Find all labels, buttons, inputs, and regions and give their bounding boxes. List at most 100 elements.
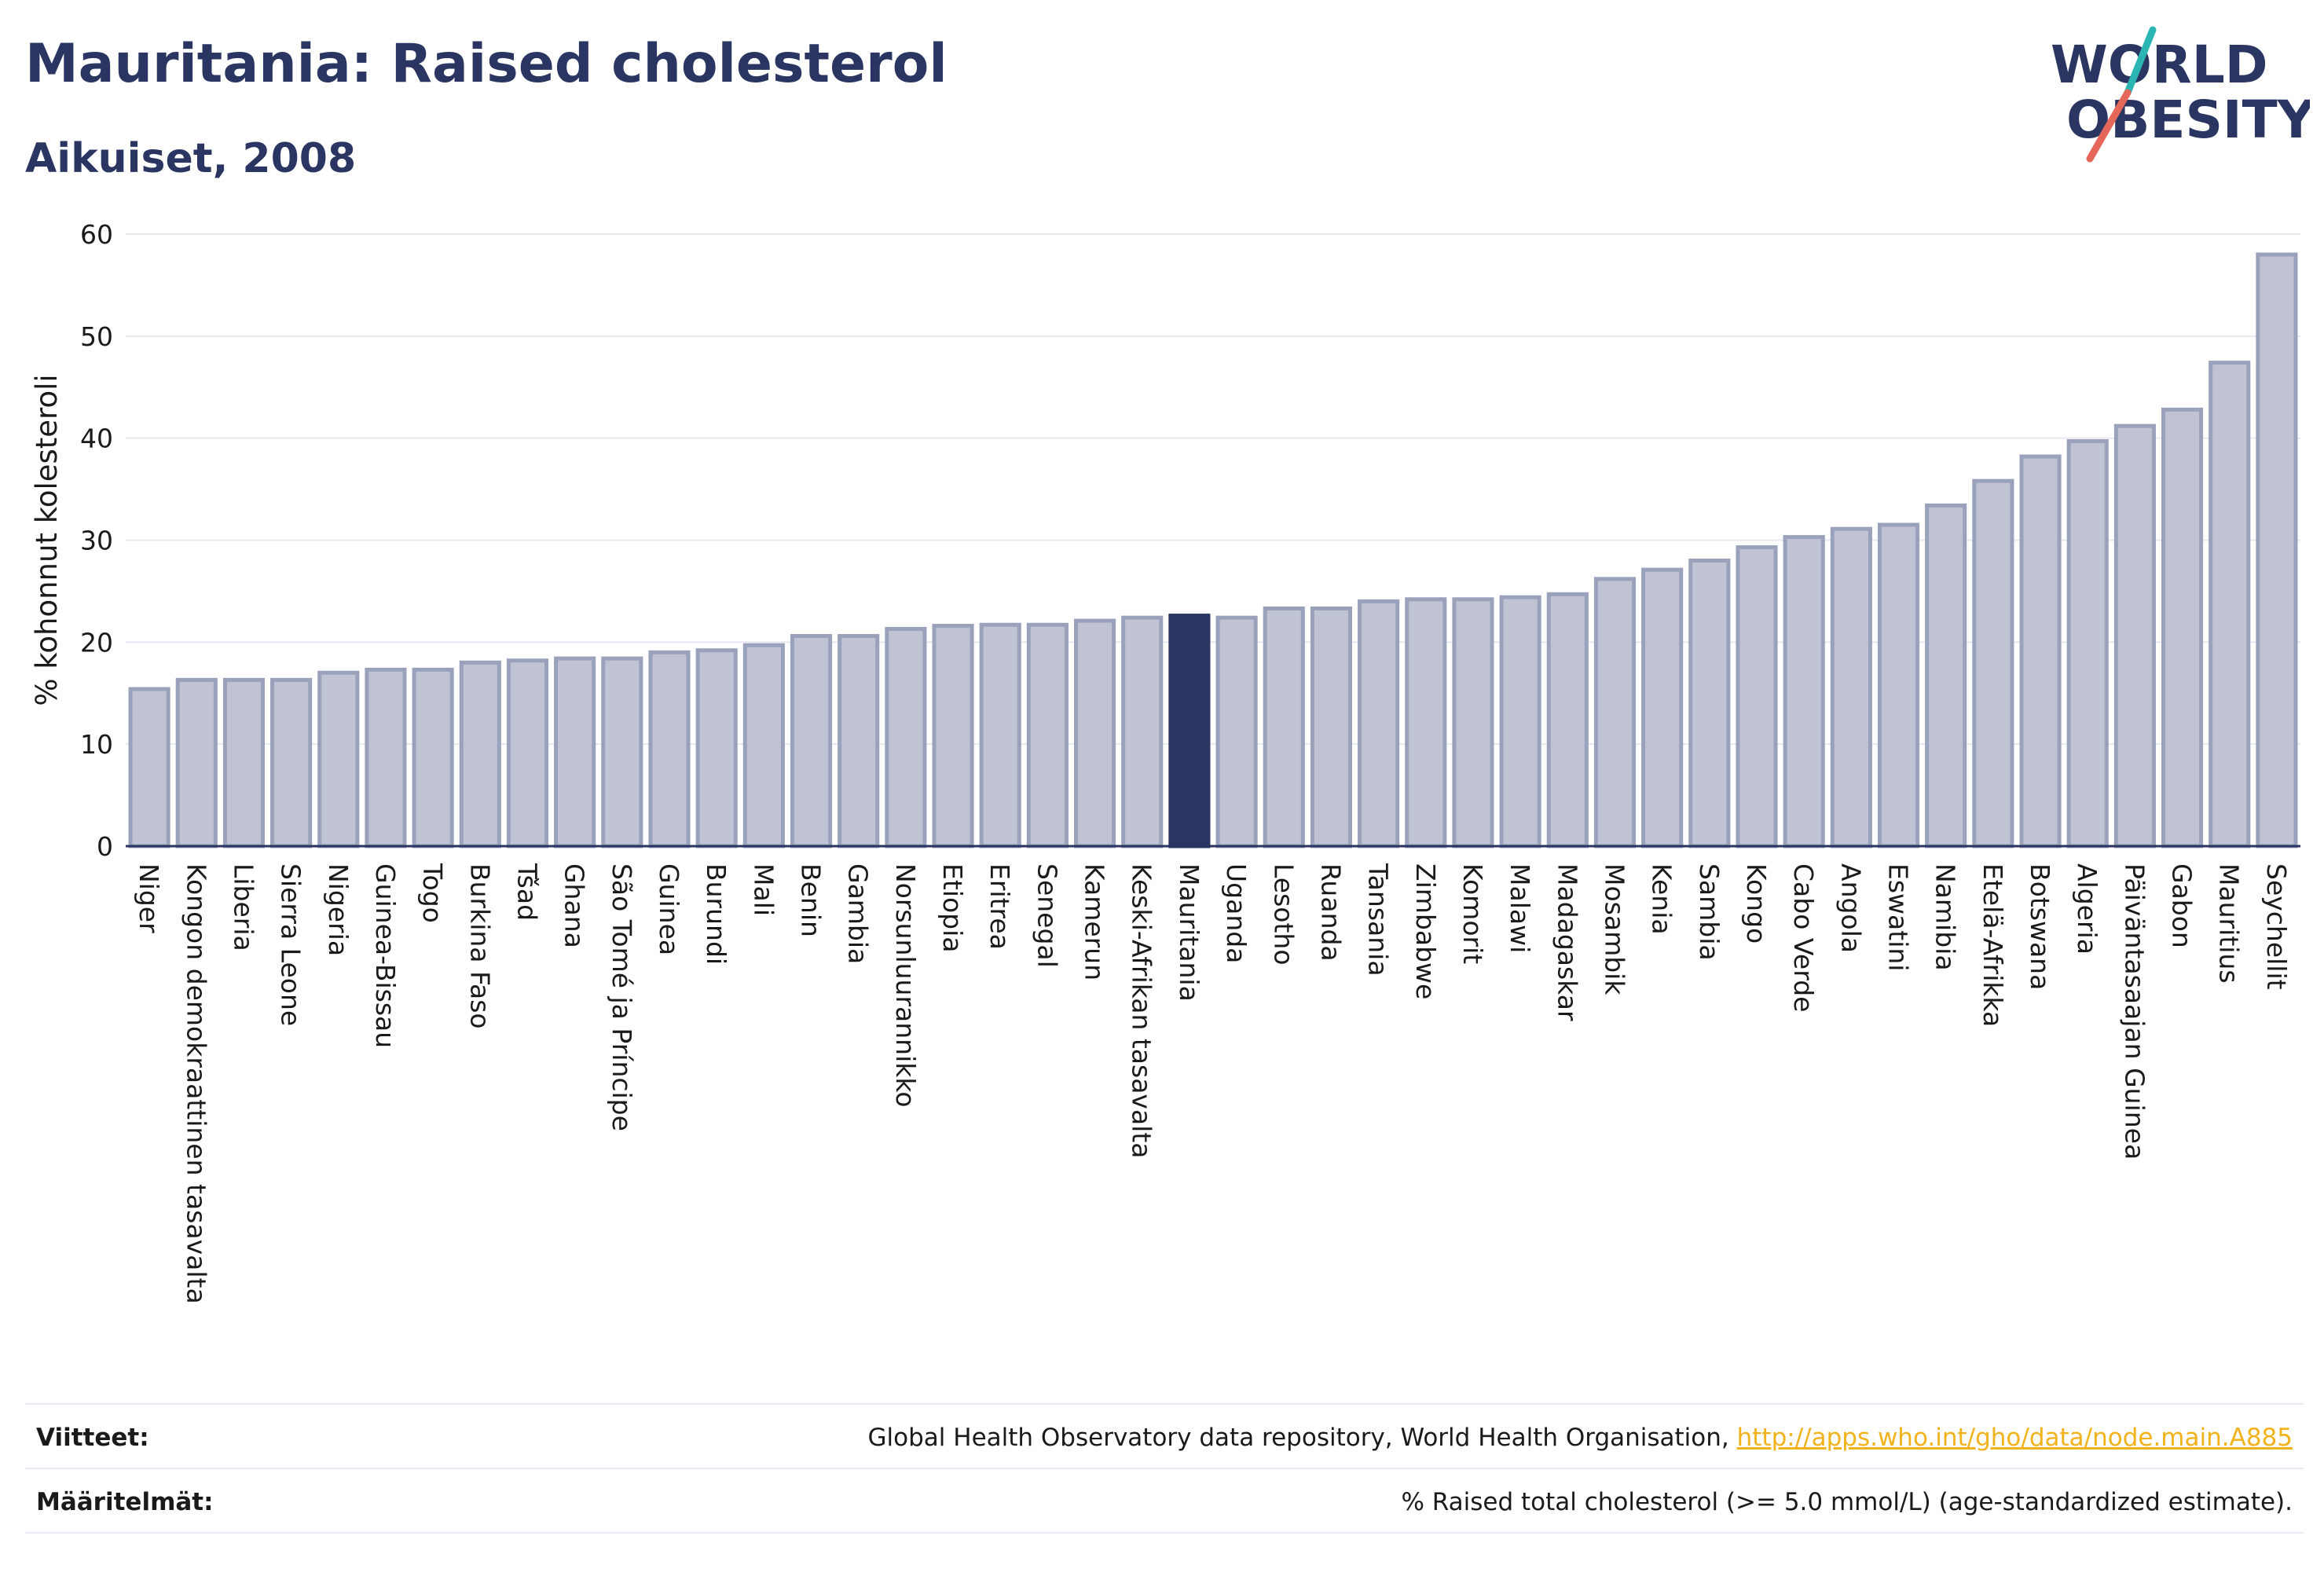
x-tick-label: Sierra Leone bbox=[276, 863, 306, 1026]
x-tick-label: Norsunluurannikko bbox=[890, 863, 921, 1108]
x-tick-label: Nigeria bbox=[323, 863, 354, 956]
x-axis-labels: Niger Kongon demokraattinen tasavalta Libe… bbox=[134, 863, 2292, 1304]
logo-text-line2: OBESITY bbox=[2066, 90, 2310, 150]
bar-mauritania bbox=[1168, 614, 1211, 848]
chart-subtitle: Aikuiset, 2008 bbox=[25, 135, 357, 182]
x-tick-label: Mauritius bbox=[2214, 863, 2245, 984]
bar-sierra-leone bbox=[270, 677, 313, 848]
x-tick-label: Mauritania bbox=[1174, 863, 1204, 1002]
bar-kongon-demokraattinen-tasavalta bbox=[175, 677, 218, 848]
x-tick-label: Uganda bbox=[1221, 863, 1252, 963]
footer-rule-top bbox=[25, 1403, 2304, 1405]
x-tick-label: Cabo Verde bbox=[1788, 863, 1819, 1012]
bar-togo bbox=[412, 667, 454, 848]
bar-s-o-tom-ja-pr-ncipe bbox=[601, 656, 643, 848]
x-tick-label: Tšad bbox=[511, 863, 542, 921]
bars bbox=[128, 252, 2298, 848]
x-tick-label: Benin bbox=[796, 863, 827, 937]
x-tick-label: Ghana bbox=[559, 863, 590, 948]
footer-rule-bottom bbox=[25, 1532, 2304, 1534]
y-tick-label: 50 bbox=[80, 321, 113, 352]
x-tick-label: Etelä-Afrikka bbox=[1978, 863, 2008, 1027]
logo-slash-teal bbox=[2124, 26, 2157, 97]
bar-kongo bbox=[1736, 545, 1778, 848]
x-tick-label: Kenia bbox=[1647, 863, 1677, 935]
bar-kamerun bbox=[1073, 618, 1116, 848]
bar-ruanda bbox=[1310, 606, 1353, 848]
y-tick-label: 30 bbox=[80, 526, 113, 556]
bar-gambia bbox=[838, 634, 880, 848]
bar-algeria bbox=[2066, 439, 2109, 848]
x-tick-label: Botswana bbox=[2025, 863, 2055, 990]
x-tick-label: Madagaskar bbox=[1552, 863, 1582, 1021]
bar-madagaskar bbox=[1546, 592, 1589, 848]
x-tick-label: Sambia bbox=[1694, 863, 1725, 961]
bar-sambia bbox=[1688, 558, 1731, 848]
y-axis-title: % kohonnut kolesteroli bbox=[30, 374, 64, 706]
x-tick-label: Guinea bbox=[654, 863, 684, 955]
x-tick-label: Tansania bbox=[1363, 863, 1394, 977]
x-tick-label: Burundi bbox=[701, 863, 731, 965]
x-tick-label: Kongon demokraattinen tasavalta bbox=[181, 863, 211, 1304]
bar-mosambik bbox=[1593, 577, 1637, 848]
bar-ghana bbox=[554, 656, 596, 848]
y-tick-label: 40 bbox=[80, 423, 113, 454]
bar-chart: 0 10 20 30 40 50 60 Niger Kongon demokraattinen… bbox=[30, 219, 2300, 1304]
x-tick-label: Zimbabwe bbox=[1410, 863, 1441, 999]
y-tick-label: 0 bbox=[97, 831, 113, 862]
chart-title: Mauritania: Raised cholesterol bbox=[25, 33, 948, 95]
y-tick-label: 10 bbox=[80, 729, 113, 760]
definitions-text: % Raised total cholesterol (>= 5.0 mmol/… bbox=[1401, 1488, 2293, 1516]
bar-etel-afrikka bbox=[1972, 478, 2014, 848]
bar-senegal bbox=[1026, 622, 1069, 848]
bar-t-ad bbox=[506, 658, 549, 848]
x-tick-label: Mosambik bbox=[1599, 863, 1629, 995]
x-tick-label: Niger bbox=[134, 863, 164, 933]
bar-guinea-bissau bbox=[365, 667, 407, 848]
bar-komorit bbox=[1452, 597, 1494, 848]
bar-tansania bbox=[1358, 599, 1400, 848]
x-tick-label: Eswatini bbox=[1883, 863, 1914, 971]
bar-liberia bbox=[222, 677, 266, 848]
definitions-label: Määritelmät: bbox=[36, 1488, 214, 1516]
y-tick-label: 60 bbox=[80, 219, 113, 250]
x-tick-label: Komorit bbox=[1457, 863, 1488, 964]
bar-nigeria bbox=[317, 670, 360, 848]
bar-angola bbox=[1830, 526, 1872, 848]
bar-mauritius bbox=[2209, 361, 2251, 848]
x-tick-label: Burkina Faso bbox=[464, 863, 495, 1029]
x-tick-label: Algeria bbox=[2072, 863, 2102, 955]
x-tick-label: Liberia bbox=[228, 863, 258, 951]
bar-eritrea bbox=[979, 622, 1021, 848]
bar-benin bbox=[790, 634, 833, 848]
x-tick-label: Angola bbox=[1835, 863, 1866, 953]
bar-kenia bbox=[1641, 567, 1684, 848]
bar-zimbabwe bbox=[1405, 597, 1447, 848]
bar-gabon bbox=[2161, 407, 2204, 848]
bar-keski-afrikan-tasavalta bbox=[1121, 615, 1164, 848]
sources-link[interactable]: http://apps.who.int/gho/data/node.main.A… bbox=[1736, 1424, 2293, 1452]
bar-mali bbox=[742, 643, 785, 848]
x-tick-label: Senegal bbox=[1032, 863, 1062, 968]
footer-definitions-row: Määritelmät: % Raised total cholesterol … bbox=[25, 1488, 2304, 1526]
x-tick-label: Togo bbox=[417, 863, 448, 923]
bar-niger bbox=[128, 687, 170, 848]
bar-uganda bbox=[1215, 615, 1258, 848]
bar-etiopia bbox=[932, 624, 974, 848]
x-tick-label: Kamerun bbox=[1080, 863, 1110, 980]
bar-guinea bbox=[648, 650, 691, 848]
x-tick-label: Etiopia bbox=[937, 863, 968, 953]
x-tick-label: Malawi bbox=[1505, 863, 1535, 953]
bar-malawi bbox=[1499, 595, 1541, 848]
logo-slash-red bbox=[2086, 89, 2132, 163]
bar-eswatini bbox=[1877, 522, 1920, 848]
bar-burundi bbox=[695, 648, 738, 848]
bar-seychellit bbox=[2256, 252, 2298, 848]
y-axis-ticks: 0 10 20 30 40 50 60 bbox=[80, 219, 113, 862]
x-tick-label: Mali bbox=[748, 863, 779, 916]
bar-burkina-faso bbox=[459, 660, 501, 848]
x-tick-label: Ruanda bbox=[1315, 863, 1346, 962]
x-tick-label: Guinea-Bissau bbox=[370, 863, 401, 1048]
bar-norsunluurannikko bbox=[885, 626, 927, 848]
x-tick-label: Päiväntasaajan Guinea bbox=[2119, 863, 2150, 1160]
